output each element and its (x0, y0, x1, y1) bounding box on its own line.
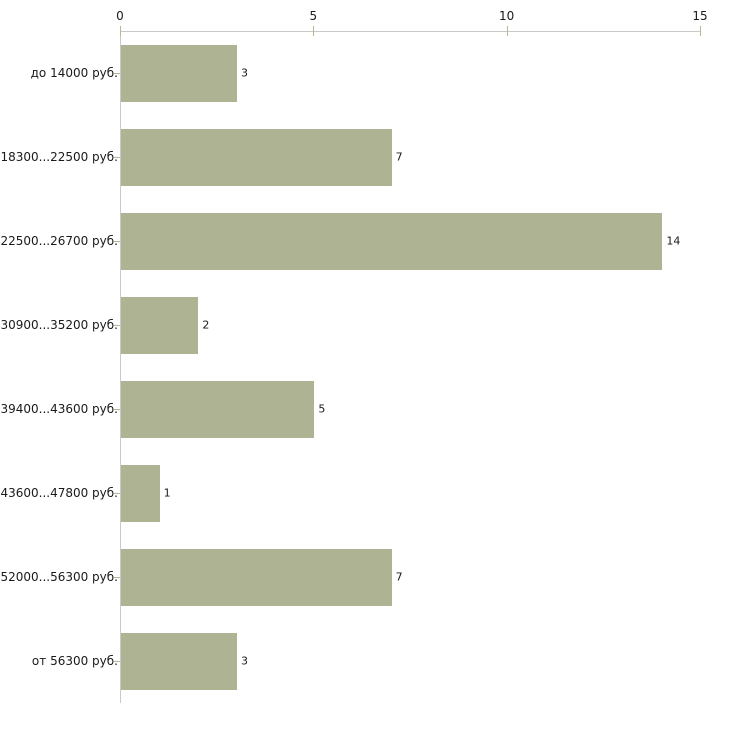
y-axis-category-label: 30900...35200 руб. (0, 318, 118, 332)
y-axis-tick (114, 577, 120, 578)
bar-value-label: 1 (163, 486, 171, 500)
x-axis-tick (700, 26, 701, 36)
bar-value-label: 5 (318, 402, 326, 416)
bar[interactable] (121, 129, 392, 186)
x-axis-tick (313, 26, 315, 36)
y-axis-tick (114, 493, 120, 494)
x-axis-tick (506, 26, 508, 36)
y-axis-tick (114, 241, 120, 242)
bar[interactable] (121, 633, 237, 690)
x-axis-tick-label: 10 (499, 9, 515, 23)
bar-value-label: 7 (395, 150, 403, 164)
x-axis-line (120, 31, 700, 32)
bar-value-label: 3 (241, 654, 248, 668)
bar[interactable] (121, 213, 662, 270)
y-axis-category-label: 18300...22500 руб. (0, 150, 118, 164)
y-axis-tick (114, 73, 120, 74)
y-axis-tick (114, 157, 120, 158)
x-axis-tick-label: 0 (116, 9, 124, 23)
bar-value-label: 7 (395, 570, 403, 584)
bar[interactable] (121, 465, 160, 522)
y-axis-tick (114, 325, 120, 326)
bar[interactable] (121, 45, 237, 102)
y-axis-category-label: 43600...47800 руб. (0, 486, 118, 500)
y-axis-category-label: до 14000 руб. (30, 66, 118, 80)
y-axis-line (120, 31, 121, 703)
bar[interactable] (121, 381, 314, 438)
bar-value-label: 3 (241, 66, 248, 80)
bar-value-label: 2 (202, 318, 210, 332)
bar-value-label: 14 (666, 234, 681, 248)
y-axis-tick (114, 409, 120, 410)
y-axis-category-label: 22500...26700 руб. (0, 234, 118, 248)
x-axis-tick (120, 26, 121, 36)
bar[interactable] (121, 297, 198, 354)
y-axis-category-label: 52000...56300 руб. (0, 570, 118, 584)
x-axis-tick-label: 15 (692, 9, 708, 23)
x-axis-tick-label: 5 (309, 9, 318, 23)
y-axis-tick (114, 661, 120, 662)
y-axis-category-label: 39400...43600 руб. (0, 402, 118, 416)
y-axis-category-label: от 56300 руб. (31, 654, 118, 668)
bar[interactable] (121, 549, 392, 606)
